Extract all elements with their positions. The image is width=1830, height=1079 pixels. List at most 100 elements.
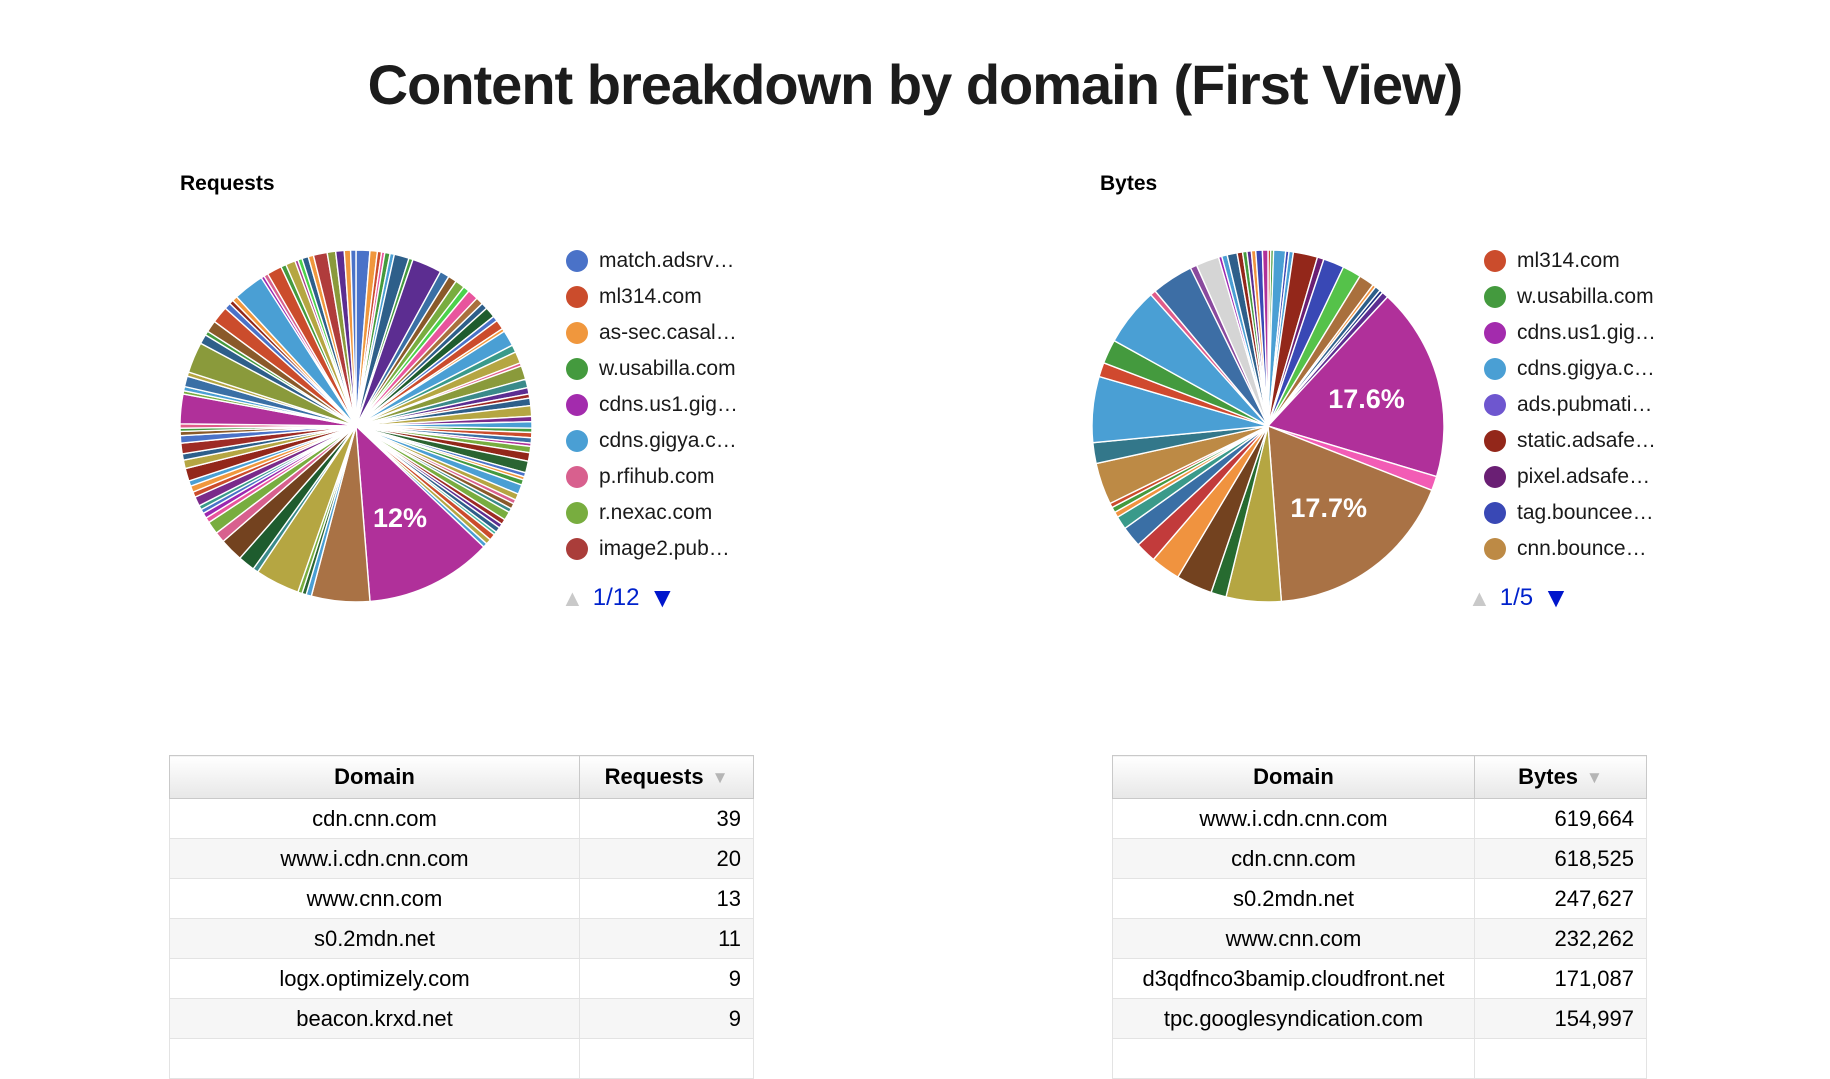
legend-item[interactable]: ml314.com [566, 279, 796, 315]
legend-swatch-icon [566, 502, 588, 524]
value-cell [579, 1038, 754, 1079]
legend-swatch-icon [566, 358, 588, 380]
table-row: www.cnn.com 13 [169, 878, 754, 919]
legend-label: cdns.gigya.c… [1517, 357, 1655, 380]
value-cell: 11 [579, 918, 754, 959]
domain-cell: d3qdfnco3bamip.cloudfront.net [1112, 958, 1475, 999]
legend-swatch-icon [566, 538, 588, 560]
column-header-bytes[interactable]: Bytes ▼ [1474, 755, 1647, 799]
legend-swatch-icon [566, 430, 588, 452]
legend-swatch-icon [1484, 538, 1506, 560]
legend-item[interactable]: w.usabilla.com [1484, 279, 1714, 315]
legend-item[interactable]: ml314.com [1484, 243, 1714, 279]
table-row [1112, 1038, 1647, 1079]
table-row: www.i.cdn.cnn.com 619,664 [1112, 798, 1647, 839]
legend-item[interactable]: cdns.gigya.c… [1484, 351, 1714, 387]
legend-label: tag.bouncee… [1517, 501, 1654, 524]
requests-pager-down-icon[interactable]: ▼ [648, 582, 677, 613]
value-cell: 39 [579, 798, 754, 839]
pie-slice[interactable] [355, 424, 485, 603]
legend-label: cnn.bounce… [1517, 537, 1647, 560]
requests-legend-pager: ▲ 1/12 ▼ [561, 582, 676, 614]
legend-label: r.nexac.com [599, 501, 713, 524]
legend-item[interactable]: static.adsafe… [1484, 423, 1714, 459]
bytes-legend-pager: ▲ 1/5 ▼ [1468, 582, 1570, 614]
legend-swatch-icon [1484, 466, 1506, 488]
pie-slice-label: 17.7% [1290, 493, 1367, 523]
legend-item[interactable]: p.rfihub.com [566, 459, 796, 495]
legend-item[interactable]: cdns.gigya.c… [566, 423, 796, 459]
requests-table: Domain Requests ▼ cdn.cnn.com 39 www.i.cdn.cn… [169, 755, 754, 1079]
sort-descending-icon: ▼ [711, 768, 729, 787]
table-row: s0.2mdn.net 11 [169, 918, 754, 959]
bytes-pager-up-icon[interactable]: ▲ [1468, 584, 1491, 611]
requests-pager-up-icon[interactable]: ▲ [561, 584, 584, 611]
value-cell: 9 [579, 958, 754, 999]
legend-swatch-icon [1484, 358, 1506, 380]
requests-pie-chart[interactable]: 12% [176, 246, 536, 606]
pie-slice[interactable] [1261, 249, 1269, 427]
column-header-domain[interactable]: Domain [1112, 755, 1475, 799]
column-header-domain[interactable]: Domain [169, 755, 580, 799]
legend-label: cdns.us1.gig… [599, 393, 738, 416]
domain-cell: www.i.cdn.cnn.com [169, 838, 580, 879]
value-cell: 154,997 [1474, 998, 1647, 1039]
pie-slice[interactable] [1267, 424, 1433, 603]
value-cell: 232,262 [1474, 918, 1647, 959]
legend-label: pixel.adsafe… [1517, 465, 1651, 488]
pie-slice[interactable] [349, 249, 357, 427]
domain-cell: logx.optimizely.com [169, 958, 580, 999]
value-cell: 13 [579, 878, 754, 919]
table-row: cdn.cnn.com 39 [169, 798, 754, 839]
domain-cell: tpc.googlesyndication.com [1112, 998, 1475, 1039]
bytes-pie-chart[interactable]: 17.6% 17.7% [1088, 246, 1448, 606]
domain-cell: s0.2mdn.net [169, 918, 580, 959]
legend-swatch-icon [566, 250, 588, 272]
legend-swatch-icon [566, 286, 588, 308]
domain-cell: beacon.krxd.net [169, 998, 580, 1039]
bytes-table: Domain Bytes ▼ www.i.cdn.cnn.com 619,664 cdn.… [1112, 755, 1647, 1079]
legend-swatch-icon [1484, 430, 1506, 452]
domain-cell [169, 1038, 580, 1079]
legend-label: w.usabilla.com [599, 357, 736, 380]
pie-slice-label: 12% [373, 503, 427, 533]
legend-item[interactable]: tag.bouncee… [1484, 495, 1714, 531]
legend-item[interactable]: w.usabilla.com [566, 351, 796, 387]
requests-chart-title: Requests [180, 172, 275, 195]
column-header-requests[interactable]: Requests ▼ [579, 755, 754, 799]
legend-label: as-sec.casal… [599, 321, 737, 344]
legend-item[interactable]: r.nexac.com [566, 495, 796, 531]
bytes-chart-title: Bytes [1100, 172, 1158, 195]
requests-pager-page-indicator: 1/12 [592, 584, 640, 611]
bytes-legend: ml314.com w.usabilla.com cdns.us1.gig… cdns… [1484, 243, 1714, 567]
requests-legend: match.adsrv… ml314.com as-sec.casal… w.usab… [566, 243, 796, 567]
value-cell: 619,664 [1474, 798, 1647, 839]
legend-swatch-icon [1484, 286, 1506, 308]
legend-swatch-icon [566, 394, 588, 416]
domain-cell: www.i.cdn.cnn.com [1112, 798, 1475, 839]
bytes-pager-down-icon[interactable]: ▼ [1542, 582, 1570, 613]
legend-label: match.adsrv… [599, 249, 735, 272]
legend-label: ml314.com [599, 285, 702, 308]
bytes-pager-page-indicator: 1/5 [1499, 584, 1534, 611]
legend-swatch-icon [1484, 322, 1506, 344]
domain-cell: s0.2mdn.net [1112, 878, 1475, 919]
legend-item[interactable]: match.adsrv… [566, 243, 796, 279]
legend-item[interactable]: image2.pub… [566, 531, 796, 567]
legend-label: w.usabilla.com [1517, 285, 1654, 308]
domain-cell: www.cnn.com [1112, 918, 1475, 959]
legend-swatch-icon [1484, 502, 1506, 524]
legend-item[interactable]: pixel.adsafe… [1484, 459, 1714, 495]
table-row: d3qdfnco3bamip.cloudfront.net 171,087 [1112, 958, 1647, 999]
legend-item[interactable]: as-sec.casal… [566, 315, 796, 351]
value-cell: 9 [579, 998, 754, 1039]
legend-item[interactable]: cnn.bounce… [1484, 531, 1714, 567]
legend-swatch-icon [1484, 250, 1506, 272]
legend-label: image2.pub… [599, 537, 730, 560]
legend-item[interactable]: ads.pubmati… [1484, 387, 1714, 423]
pie-slice-label: 17.6% [1328, 384, 1405, 414]
pie-slice[interactable] [1266, 295, 1445, 478]
legend-item[interactable]: cdns.us1.gig… [566, 387, 796, 423]
legend-item[interactable]: cdns.us1.gig… [1484, 315, 1714, 351]
table-row: www.i.cdn.cnn.com 20 [169, 838, 754, 879]
